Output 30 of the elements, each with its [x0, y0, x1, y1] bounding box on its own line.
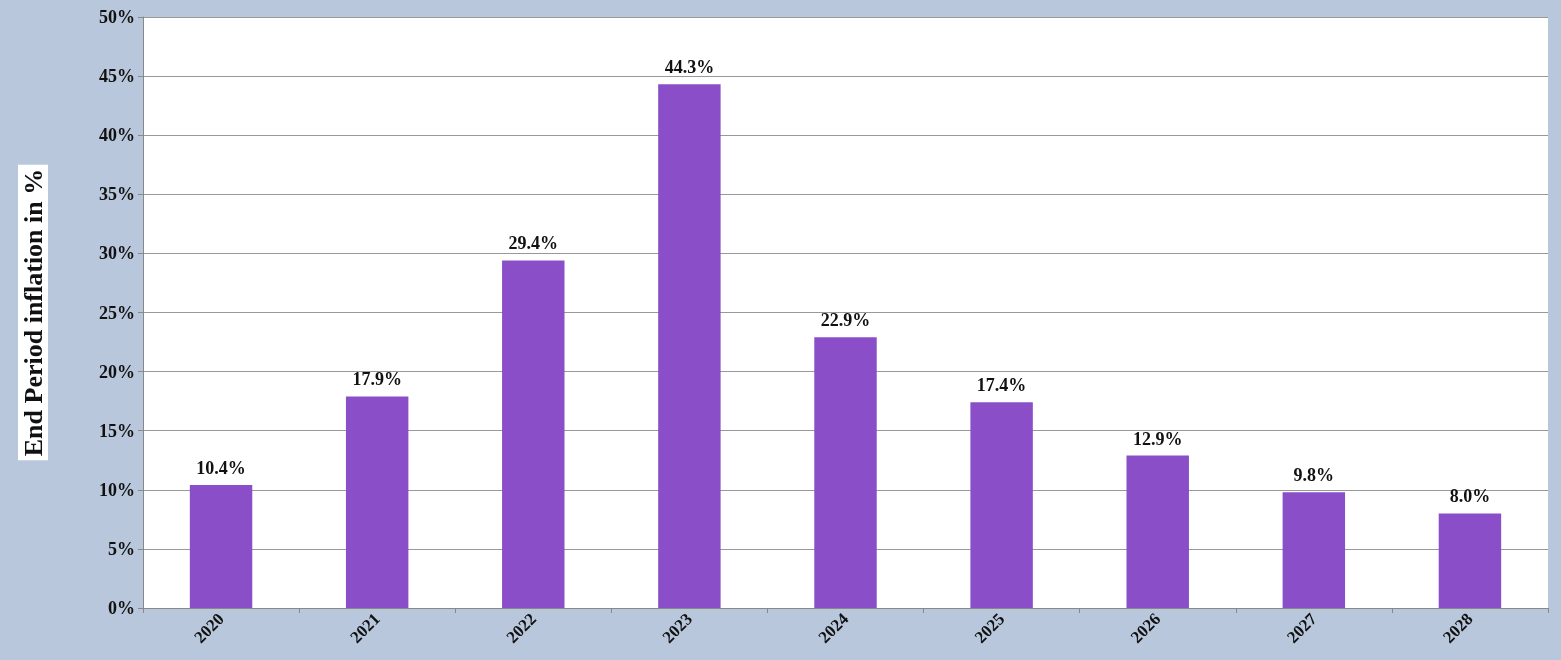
y-tick-label: 5%	[108, 538, 135, 559]
data-label: 17.9%	[352, 369, 402, 390]
y-axis-title: End Period inflation in %	[18, 168, 48, 457]
bar	[189, 485, 253, 608]
bar	[970, 402, 1033, 608]
bar	[1282, 492, 1346, 608]
data-label: 22.9%	[820, 310, 871, 331]
y-tick-label: 45%	[99, 66, 135, 87]
y-tick-label: 35%	[99, 184, 135, 205]
bar	[814, 337, 877, 608]
y-tick-label: 30%	[99, 243, 135, 264]
bar	[345, 396, 409, 608]
y-tick-label: 0%	[108, 598, 135, 618]
y-tick-label: 20%	[99, 361, 135, 382]
data-label: 12.9%	[1132, 428, 1183, 449]
y-tick-label: 15%	[99, 420, 135, 441]
bar	[658, 84, 721, 608]
bar	[1126, 455, 1189, 608]
data-label: 9.8%	[1293, 465, 1335, 486]
y-tick-label: 25%	[99, 302, 135, 323]
data-label: 8.0%	[1449, 486, 1491, 507]
y-tick-label: 50%	[99, 7, 135, 27]
bar	[1438, 513, 1502, 608]
data-label: 29.4%	[508, 233, 559, 254]
data-label: 17.4%	[976, 375, 1027, 396]
y-tick-label: 10%	[99, 479, 135, 500]
y-tick-label: 40%	[99, 125, 135, 146]
bar	[502, 260, 565, 608]
data-label: 44.3%	[664, 57, 715, 78]
data-label: 10.4%	[196, 458, 246, 479]
